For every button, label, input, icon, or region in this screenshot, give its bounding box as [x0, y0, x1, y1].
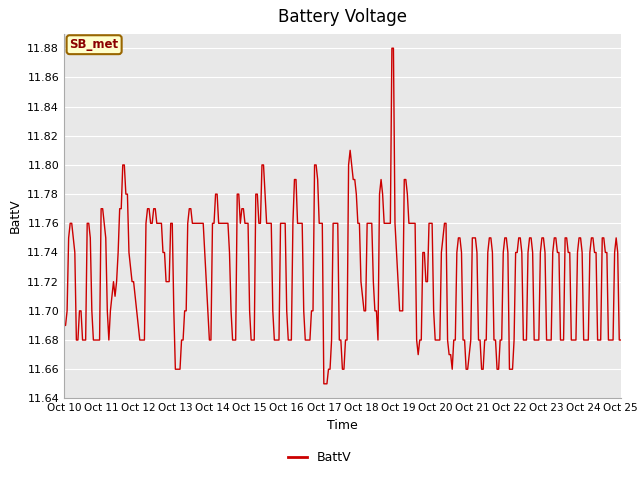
Title: Battery Voltage: Battery Voltage: [278, 9, 407, 26]
Legend: BattV: BattV: [284, 446, 356, 469]
Y-axis label: BattV: BattV: [9, 199, 22, 233]
X-axis label: Time: Time: [327, 419, 358, 432]
Text: SB_met: SB_met: [70, 38, 118, 51]
